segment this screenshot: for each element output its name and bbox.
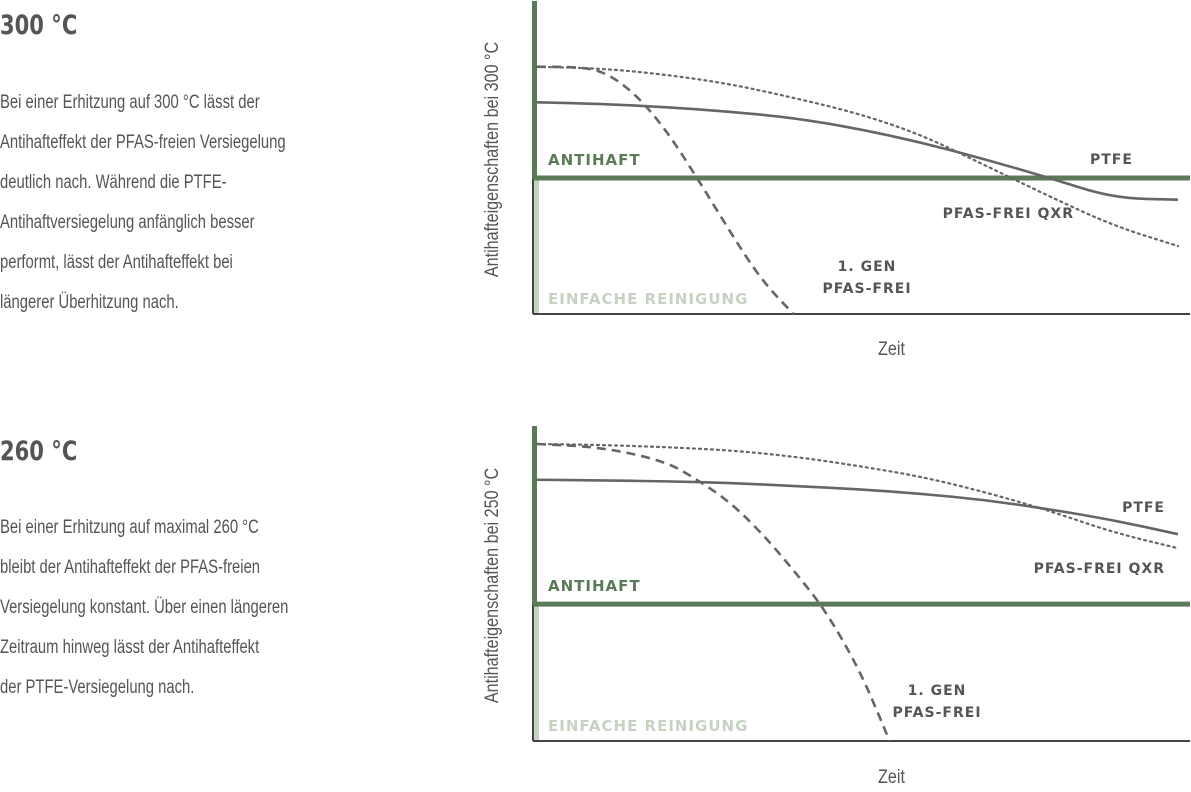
x-axis-label: Zeit [878,338,905,360]
section-text-300: Bei einer Erhitzung auf 300 °C lässt der… [0,83,390,323]
series-label-line: PTFE [1090,152,1133,168]
series-label-line: PFAS-FREI QXR [1034,561,1165,577]
chart-300-svg: ANTIHAFT EINFACHE REINIGUNG PTFE PFAS-FREI … [481,1,1190,360]
series-label-gen: 1. GEN PFAS-FREI [892,683,981,721]
text-line: Bei einer Erhitzung auf 300 °C lässt der [0,92,260,113]
series-label-line: PFAS-FREI [892,705,981,721]
text-line: der PTFE-Versiegelung nach. [0,677,195,698]
series-label-ptfe: PTFE [1122,500,1165,516]
below-threshold-label: EINFACHE REINIGUNG [548,290,748,308]
section-title-300: 300 °C [0,10,78,41]
y-axis-upper [532,1,537,179]
series-line-2 [536,442,891,742]
series-label-line: 1. GEN [908,683,967,699]
below-threshold-label: EINFACHE REINIGUNG [548,717,748,735]
text-line: längerer Überhitzung nach. [0,292,179,313]
text-line: Bei einer Erhitzung auf maximal 260 °C [0,517,259,538]
below-threshold-band [533,604,539,741]
series-label-line: PFAS-FREI [822,281,911,297]
chart-260-svg: ANTIHAFT EINFACHE REINIGUNG PTFE PFAS-FREI … [481,426,1190,788]
threshold-label: ANTIHAFT [548,577,641,595]
text-line: performt, lässt der Antihafteffekt bei [0,252,233,273]
below-threshold-band [533,178,539,314]
y-axis-label: Antihafteigenschaften bei 250 °C [481,468,503,704]
chart-300: ANTIHAFT EINFACHE REINIGUNG PTFE PFAS-FREI … [470,0,1191,372]
text-line: bleibt der Antihafteffekt der PFAS-freie… [0,557,261,578]
series-label-qxr: PFAS-FREI QXR [943,206,1074,222]
text-line: Antihaftversiegelung anfänglich besser [0,212,255,233]
series-line-0 [536,101,1179,201]
section-text-260: Bei einer Erhitzung auf maximal 260 °C b… [0,508,390,708]
series-line-1 [535,442,1180,550]
text-line: Antihafteffekt der PFAS-freien Versiegel… [0,132,286,153]
x-axis-label: Zeit [878,766,905,788]
text-line: deutlich nach. Während die PTFE- [0,172,227,193]
y-axis-label: Antihafteigenschaften bei 300 °C [481,42,503,278]
series-label-qxr: PFAS-FREI QXR [1034,561,1165,577]
series-label-line: PTFE [1122,500,1165,516]
series-label-ptfe: PTFE [1090,152,1133,168]
series-line-2 [537,65,795,315]
series-line-0 [536,478,1179,536]
chart-260: ANTIHAFT EINFACHE REINIGUNG PTFE PFAS-FREI … [470,420,1191,792]
series-label-line: PFAS-FREI QXR [943,206,1074,222]
text-line: Zeitraum hinweg lässt der Antihafteffekt [0,637,260,658]
text-line: Versiegelung konstant. Über einen länger… [0,597,289,618]
series-line-1 [535,65,1180,248]
threshold-label: ANTIHAFT [548,151,641,169]
section-title-260: 260 °C [0,436,78,467]
series-label-line: 1. GEN [838,259,897,275]
y-axis-upper [532,426,537,605]
series-label-gen: 1. GEN PFAS-FREI [822,259,911,297]
